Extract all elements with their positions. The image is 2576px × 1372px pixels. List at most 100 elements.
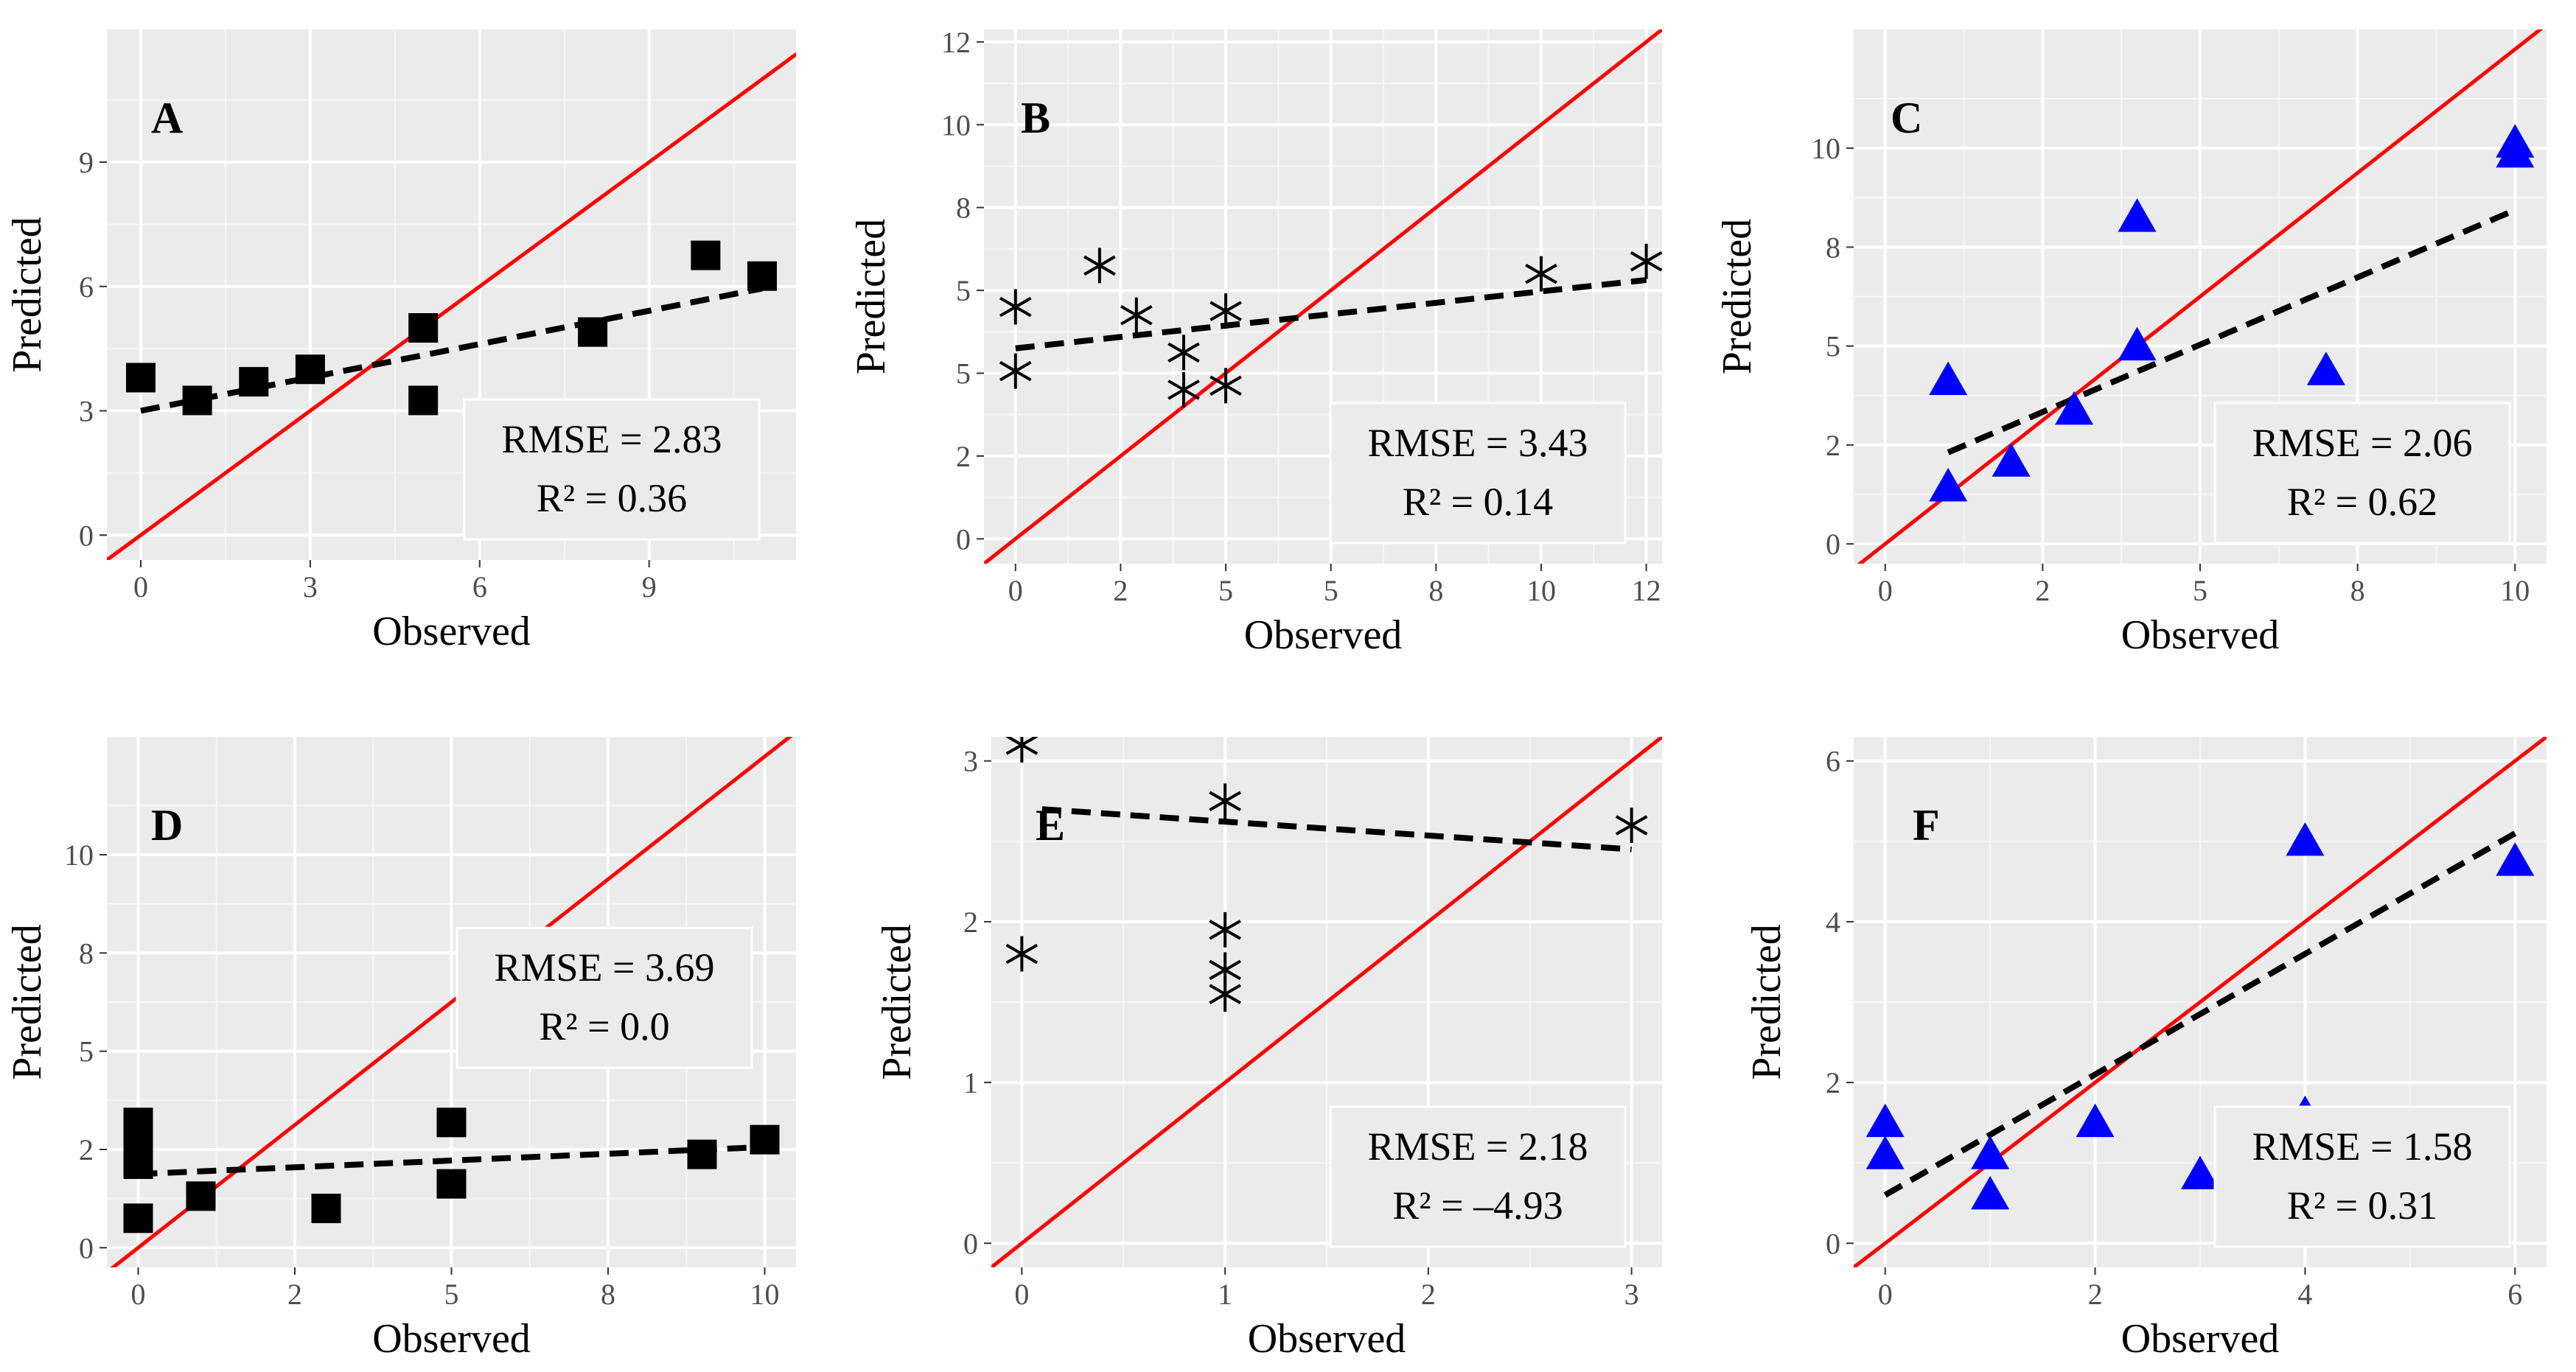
panel-label: D: [151, 801, 183, 850]
x-tick-label: 10: [750, 1278, 780, 1311]
data-point: [123, 1124, 153, 1155]
data-point: [2055, 391, 2094, 425]
y-tick-label: 5: [956, 274, 971, 307]
y-axis-title: Predicted: [1714, 219, 1760, 374]
data-point: [1210, 368, 1242, 404]
x-tick-label: 5: [444, 1278, 459, 1311]
x-axis-title: Observed: [372, 609, 531, 654]
panel-label: F: [1913, 801, 1940, 850]
data-point: [2118, 326, 2157, 361]
x-axis-title: Observed: [2121, 612, 2280, 658]
data-point: [1615, 808, 1648, 843]
data-point: [1971, 1175, 2010, 1210]
y-tick-label: 0: [79, 1231, 94, 1264]
stats-box-frame: [463, 398, 761, 541]
y-tick-label: 9: [79, 146, 94, 179]
plot-content: [991, 737, 1662, 1267]
data-point: [1209, 911, 1241, 948]
y-tick-label: 2: [956, 440, 971, 473]
data-point: [2286, 822, 2325, 856]
r2-label: R² = –4.93: [1392, 1183, 1563, 1228]
x-tick-label: 0: [1878, 574, 1893, 607]
x-tick-label: 9: [642, 570, 657, 603]
x-tick-label: 4: [2297, 1278, 2312, 1311]
data-point: [295, 354, 325, 385]
stats-box: RMSE = 2.06 R² = 0.62: [2213, 402, 2511, 545]
y-tick-label: 0: [79, 519, 94, 552]
stats-box-frame: [455, 926, 753, 1069]
panel-label: B: [1021, 94, 1050, 142]
data-point: [999, 289, 1032, 325]
rmse-label: RMSE = 2.06: [2252, 421, 2472, 465]
y-tick-label: 5: [1826, 330, 1840, 363]
y-tick-label: 1: [963, 1066, 978, 1099]
r2-label: R² = 0.36: [537, 476, 687, 520]
panel-B: 0 2 5 5 8 10 12 0 2 5 5 8 10 12 B RMSE = 3.43 R² = 0.14 O…: [848, 26, 1662, 658]
x-tick-label: 1: [1218, 1278, 1232, 1311]
y-tick-label: 8: [79, 937, 94, 970]
y-tick-label: 8: [956, 192, 971, 225]
r2-label: R² = 0.14: [1403, 480, 1553, 524]
x-tick-label: 0: [1008, 574, 1023, 607]
identity-line: [984, 29, 1662, 564]
x-tick-label: 0: [1878, 1278, 1893, 1311]
data-point: [1005, 936, 1039, 972]
y-axis-title: Predicted: [4, 924, 50, 1079]
r2-label: R² = 0.62: [2287, 480, 2437, 524]
data-point: [578, 317, 608, 347]
stats-box-frame: [2213, 1105, 2511, 1248]
rmse-label: RMSE = 1.58: [2252, 1124, 2472, 1169]
fit-line: [1883, 830, 2517, 1198]
x-tick-label: 6: [2507, 1278, 2522, 1311]
data-point: [691, 240, 721, 270]
stats-box-frame: [2213, 402, 2511, 545]
data-point: [2496, 842, 2535, 876]
x-tick-label: 0: [1014, 1278, 1029, 1311]
data-point: [1209, 783, 1241, 819]
y-tick-label: 10: [941, 108, 971, 141]
y-tick-label: 2: [1826, 429, 1840, 462]
y-axis-title: Predicted: [848, 219, 894, 374]
y-tick-label: 3: [963, 745, 978, 778]
data-point: [750, 1124, 780, 1155]
x-tick-label: 0: [131, 1278, 146, 1311]
data-point: [747, 261, 778, 291]
fit-line: [1015, 277, 1647, 351]
panel-D: 0 2 5 8 10 0 2 5 8 10 D RMSE = 3.69 R² = 0.0 Observed…: [4, 737, 796, 1362]
x-tick-label: 2: [1113, 574, 1128, 607]
panel-label: C: [1891, 94, 1922, 142]
stats-box: RMSE = 3.69 R² = 0.0: [455, 926, 753, 1069]
x-tick-label: 8: [2350, 574, 2365, 607]
identity-line: [110, 737, 793, 1267]
data-point: [1120, 297, 1153, 333]
y-tick-label: 12: [941, 26, 971, 59]
plot-content: [984, 29, 1662, 564]
data-point: [182, 385, 212, 416]
y-tick-label: 6: [79, 270, 94, 304]
x-tick-label: 6: [472, 570, 487, 603]
x-tick-label: 3: [1624, 1278, 1639, 1311]
data-point: [239, 367, 269, 397]
fit-line: [138, 1144, 765, 1177]
data-point: [1630, 243, 1662, 279]
x-tick-label: 2: [1421, 1278, 1436, 1311]
data-point: [2118, 198, 2157, 232]
x-tick-label: 5: [1218, 574, 1233, 607]
data-point: [408, 385, 439, 416]
panel-E: 0 1 2 3 0 1 2 3 E RMSE = 2.18 R² = –4.93 Observed Pr…: [874, 737, 1662, 1362]
data-point: [2306, 351, 2345, 385]
data-point: [1167, 335, 1200, 371]
rmse-label: RMSE = 3.69: [494, 945, 714, 990]
stats-box-frame: [1329, 1105, 1627, 1248]
y-tick-label: 0: [956, 522, 971, 556]
x-tick-label: 10: [2500, 574, 2530, 607]
y-tick-label: 5: [79, 1035, 94, 1068]
data-point: [1209, 976, 1241, 1012]
data-point: [1865, 1103, 1905, 1138]
data-point: [999, 353, 1032, 389]
data-point: [1210, 293, 1242, 329]
y-tick-label: 2: [79, 1133, 94, 1166]
data-point: [1992, 443, 2031, 477]
data-point: [408, 313, 439, 343]
panel-C: 0 2 5 8 10 0 2 5 8 10 C RMSE = 2.06 R² = 0.62 Observe…: [1714, 29, 2547, 658]
